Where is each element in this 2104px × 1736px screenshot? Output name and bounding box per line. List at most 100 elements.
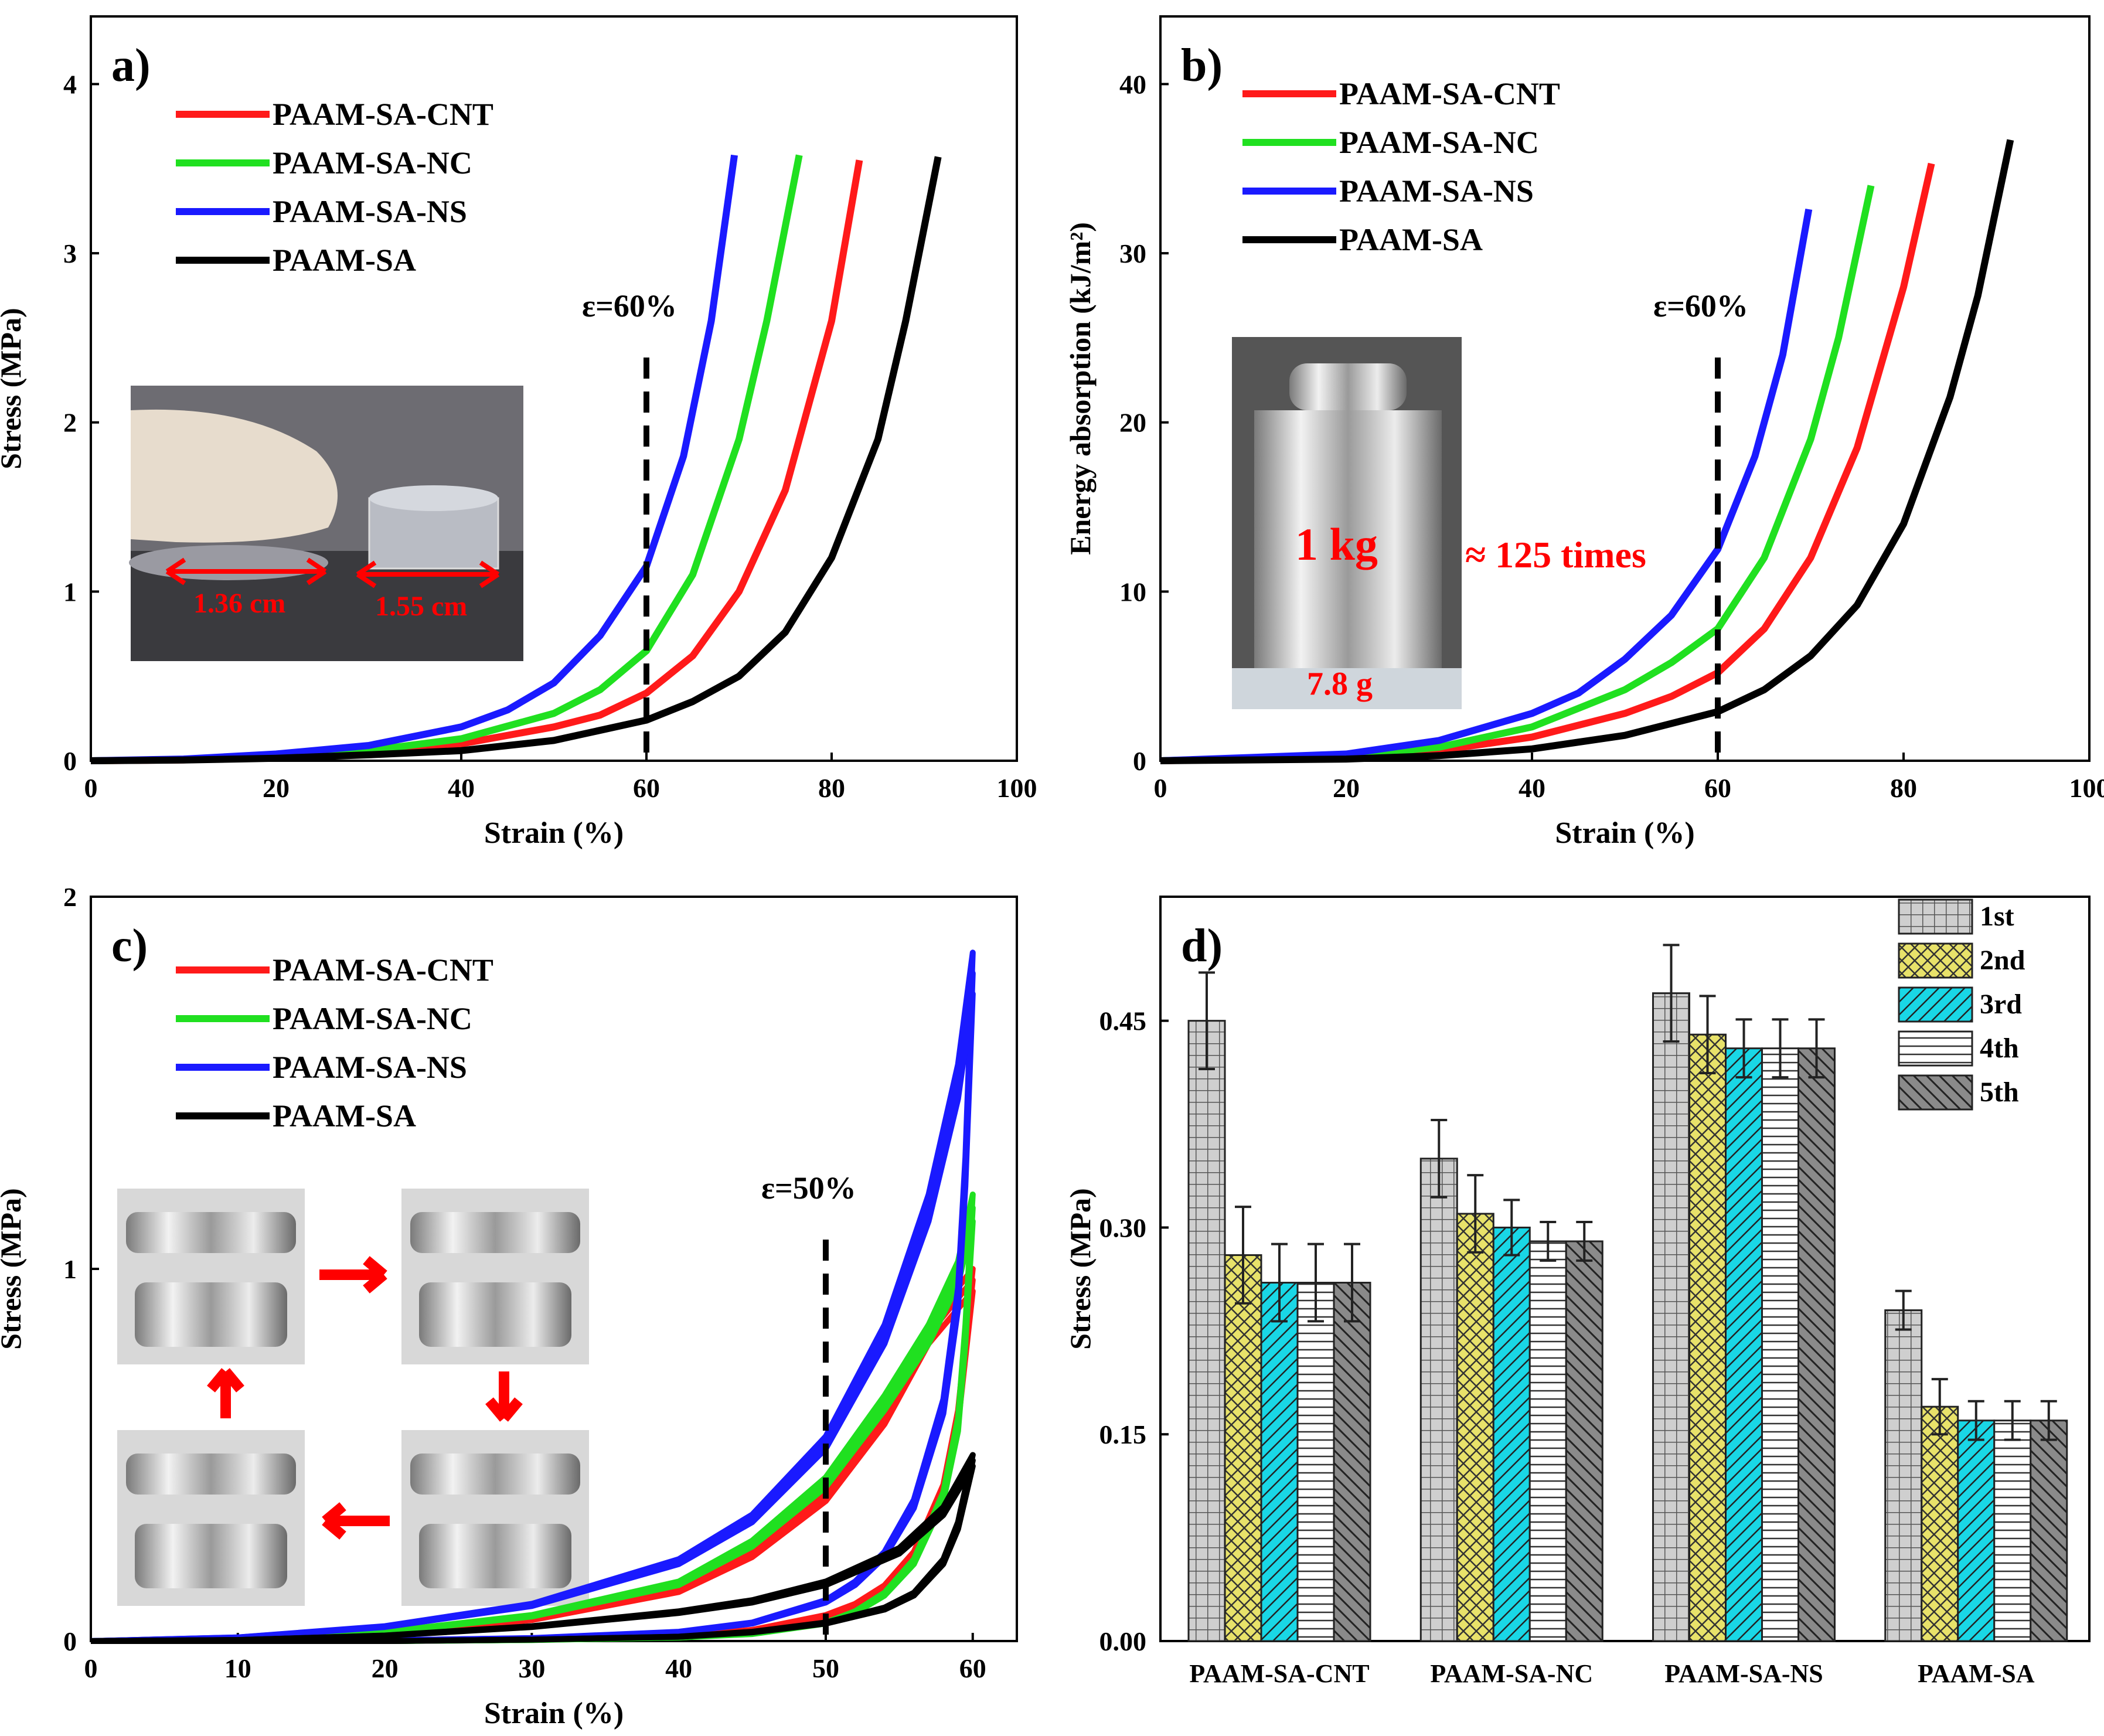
legend-label: PAAM-SA-NC: [1339, 125, 1539, 160]
series-line-PAAM-SA-NC: [1160, 185, 1875, 764]
y-tick-label: 1: [63, 1254, 77, 1284]
error-bar: [1735, 1018, 1752, 1079]
bar-3rd: [1492, 1226, 1531, 1642]
panel-3: 0.00 0.15 0.30 0.45 Stress (MPa) d) PAAM-SA-CN…: [1064, 896, 2091, 1688]
x-axis-label: Strain (%): [484, 1697, 624, 1730]
x-tick-label: 0: [1154, 773, 1167, 803]
series-line-PAAM-SA-NS: [1160, 208, 1813, 764]
x-tick-label: 100: [2069, 773, 2104, 803]
arrow-left-icon: [322, 1502, 390, 1540]
y-tick-label: 0: [63, 746, 77, 776]
error-bar: [1503, 1199, 1520, 1257]
x-category-label: PAAM-SA: [1918, 1659, 2035, 1688]
y-tick-label: 20: [1119, 408, 1146, 438]
y-tick-label: 0: [1133, 746, 1146, 776]
arrow-right-measure: [356, 560, 500, 588]
panel-2: 0 10 20 30 40 50 60 0 1 2 Stress (MPa) Strain (%) c)…: [0, 882, 1018, 1730]
strain-marker-label: ε=60%: [1653, 288, 1748, 324]
photo-base: [1232, 668, 1462, 709]
y-tick-label: 3: [63, 239, 77, 268]
error-bar: [1895, 1289, 1912, 1331]
error-bar: [1467, 1174, 1484, 1254]
y-tick-label: 30: [1119, 239, 1146, 268]
bar-5th: [1797, 1047, 1836, 1642]
y-tick-label: 0.15: [1099, 1420, 1147, 1449]
error-bar: [1931, 1378, 1948, 1436]
x-tick-label: 30: [518, 1653, 545, 1683]
x-tick-label: 20: [1333, 773, 1360, 803]
x-tick-label: 80: [818, 773, 845, 803]
error-bar: [1967, 1400, 1984, 1441]
legend-label: 2nd: [1980, 945, 2025, 976]
plot-frame: [90, 15, 1018, 762]
weight-handle: [1289, 363, 1407, 410]
y-tick-label: 2: [63, 408, 77, 438]
legend-label: PAAM-SA: [273, 243, 416, 278]
error-bar: [1772, 1018, 1789, 1079]
legend-label: PAAM-SA: [273, 1098, 416, 1133]
bar-3rd: [1957, 1420, 1996, 1642]
hydrogel-compression-photo-icon: 1.36 cm 1.55 cm: [129, 386, 523, 661]
x-tick-label: 20: [263, 773, 290, 803]
error-bar: [1271, 1243, 1288, 1323]
legend-label: PAAM-SA-NS: [1339, 173, 1534, 209]
bar-4th: [1761, 1047, 1799, 1642]
x-tick-label: 0: [84, 1653, 98, 1683]
strain-marker-label: ε=60%: [582, 288, 677, 324]
error-bar: [1235, 1206, 1251, 1305]
series-line-PAAM-SA: [90, 156, 942, 764]
error-bar: [1431, 1119, 1448, 1199]
y-axis-label: Stress (MPa): [1064, 1188, 1097, 1349]
arrow-down-icon: [485, 1371, 523, 1422]
bar-2nd: [1688, 1033, 1727, 1642]
legend-label: 1st: [1980, 901, 2014, 932]
x-category-label: PAAM-SA-CNT: [1189, 1659, 1369, 1688]
legend-label: PAAM-SA-CNT: [273, 97, 493, 132]
panel-label: b): [1181, 40, 1223, 91]
plot-frame: [1159, 896, 2091, 1642]
finger-shape: [131, 409, 338, 543]
panel-label: a): [111, 40, 151, 91]
y-tick-label: 10: [1119, 577, 1146, 607]
x-tick-label: 40: [1519, 773, 1545, 803]
platen-bottom: [135, 1282, 287, 1347]
hysteresis-loop-PAAM-SA: [90, 1463, 976, 1644]
legend-label: 5th: [1980, 1077, 2019, 1108]
x-tick-label: 60: [633, 773, 660, 803]
bar-1st: [1187, 1020, 1226, 1642]
x-tick-label: 10: [224, 1653, 251, 1683]
error-bar: [1540, 1221, 1557, 1262]
compressed-gel: [129, 545, 328, 580]
error-bar: [1199, 971, 1215, 1070]
photo-label-right: 1.55 cm: [375, 591, 467, 622]
legend-label: PAAM-SA-CNT: [273, 952, 493, 988]
bar-2nd: [1456, 1213, 1494, 1642]
panel-0: 0 20 40 60 80 100 0 1 2 3 4 Stress (MPa) Strain (%) a…: [0, 15, 1037, 850]
platen-top: [410, 1212, 580, 1253]
error-bar: [1699, 995, 1716, 1075]
arrow-left-measure: [165, 557, 327, 586]
bar-4th: [1528, 1240, 1567, 1642]
x-category-label: PAAM-SA-NC: [1430, 1659, 1593, 1688]
legend-label: PAAM-SA: [1339, 222, 1483, 257]
error-bar: [2040, 1400, 2057, 1441]
series-line-PAAM-SA-NS: [90, 154, 738, 764]
platen-bottom: [419, 1524, 571, 1588]
error-bar: [2004, 1400, 2021, 1441]
mass-label: 7.8 g: [1307, 666, 1373, 702]
x-category-label: PAAM-SA-NS: [1664, 1659, 1823, 1688]
arrow-up-icon: [207, 1368, 244, 1418]
legend-swatch-2nd: [1898, 942, 1973, 979]
x-tick-label: 60: [1704, 773, 1731, 803]
bar-1st: [1652, 992, 1690, 1642]
error-bar: [1576, 1221, 1593, 1262]
weight-photo-icon: 1 kg 7.8 g: [1232, 337, 1462, 709]
weight-label: 1 kg: [1295, 519, 1378, 570]
y-tick-label: 0.00: [1099, 1626, 1147, 1656]
error-bar: [1808, 1018, 1825, 1079]
legend-label: PAAM-SA-NS: [273, 194, 467, 229]
bar-3rd: [1725, 1047, 1763, 1642]
y-tick-label: 2: [63, 882, 77, 912]
panel-1: 0 20 40 60 80 100 0 10 20 30 40 Energy absorption (…: [1064, 15, 2104, 850]
